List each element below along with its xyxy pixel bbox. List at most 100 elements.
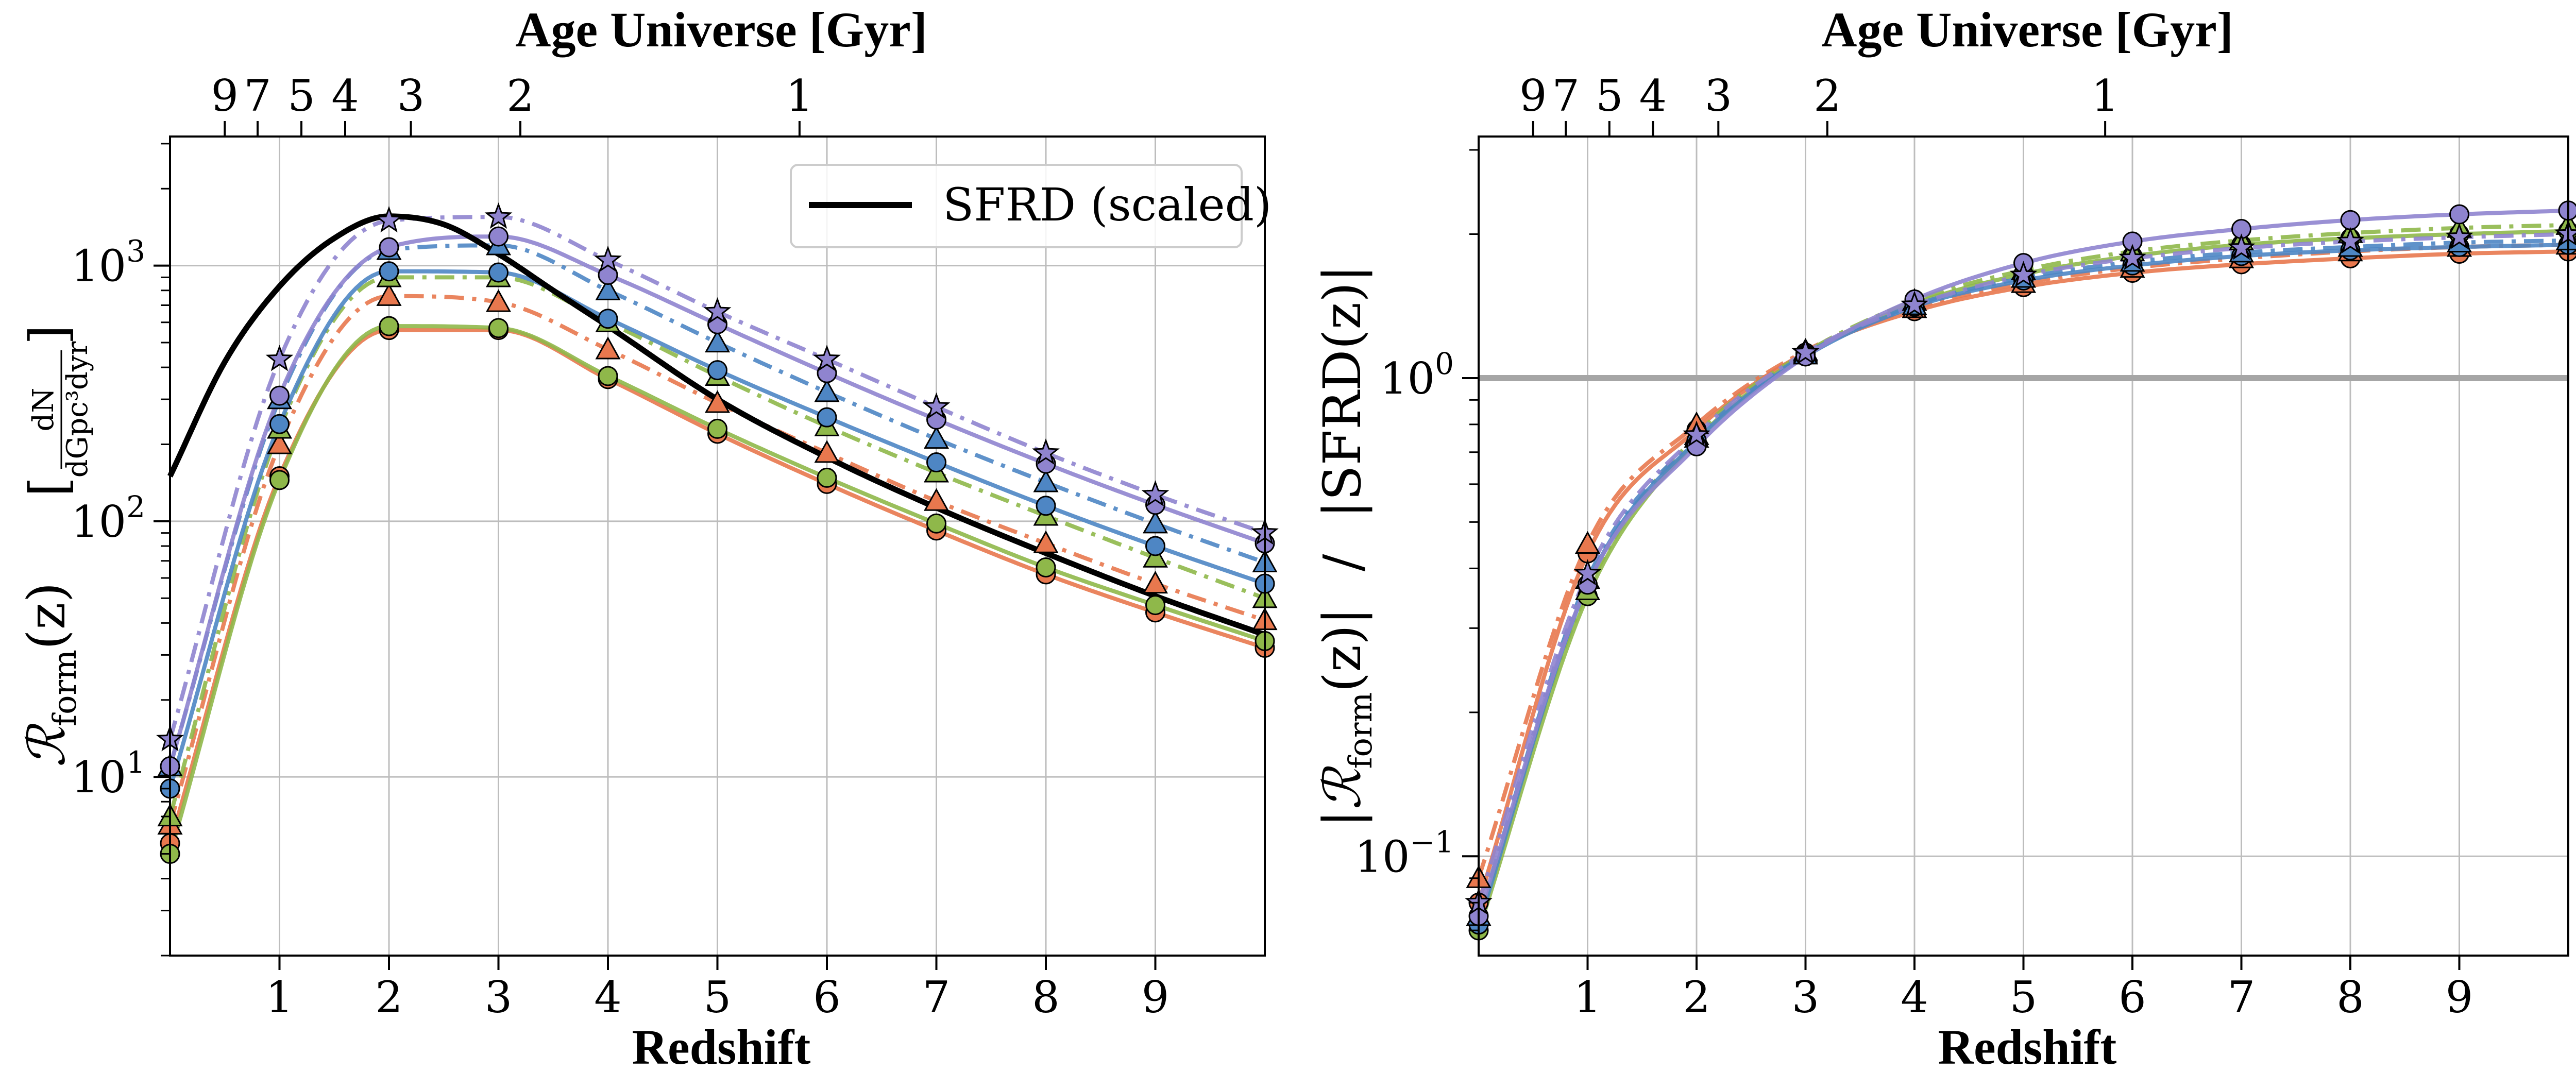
left-y-tick-label: 102	[71, 489, 145, 547]
left-x-tick-label: 7	[923, 972, 950, 1023]
left-x-axis-label: Redshift	[632, 1019, 811, 1075]
left-series-green-circle-point	[817, 467, 837, 488]
left-series-purple-star-point	[703, 297, 732, 324]
right-top-tick-label: 3	[1705, 71, 1732, 121]
right-x-axis-label: Redshift	[1938, 1019, 2117, 1075]
right-series-purple-star-point	[1573, 559, 1602, 586]
left-series-orange-triangle-point	[923, 488, 950, 511]
left-series-blue-triangle-point	[704, 329, 731, 353]
right-x-tick-label: 4	[1901, 972, 1928, 1023]
left-series-green-dashdot-line	[168, 275, 1266, 818]
left-series-orange-triangle-point	[1142, 570, 1168, 594]
left-top-tick-label: 3	[397, 71, 425, 121]
left-x-tick-label: 1	[266, 972, 293, 1023]
left-series-blue-circle-point	[707, 360, 727, 381]
right-x-tick-label: 5	[2010, 972, 2037, 1023]
left-series-green-circle-point	[1145, 595, 1165, 616]
right-x-tick-label: 8	[2336, 972, 2364, 1023]
left-series-blue-circle-point	[488, 262, 509, 283]
right-top-tick-label: 7	[1552, 71, 1579, 121]
left-series-orange-triangle-point	[704, 390, 731, 413]
left-series-purple-star-point	[375, 206, 403, 233]
left-series-green-circle-point	[269, 470, 290, 490]
left-series-purple-circle-point	[379, 237, 399, 258]
left-series-orange-triangle-point	[266, 431, 293, 454]
left-series-green-circle-point	[379, 316, 399, 336]
right-top-axis-label: Age Universe [Gyr]	[1821, 2, 2233, 57]
right-series-purple-star-point	[2119, 244, 2146, 270]
left-x-tick-label: 2	[375, 972, 402, 1023]
left-top-tick-label: 5	[287, 71, 315, 121]
left-top-tick-label: 2	[506, 71, 534, 121]
left-series-blue-circle-point	[1036, 496, 1056, 516]
right-y-tick-label: 100	[1380, 346, 1454, 404]
right-x-tick-label: 6	[2119, 972, 2146, 1023]
left-series-purple-star-point	[922, 392, 951, 419]
left-series-orange-triangle-point	[1033, 530, 1059, 553]
left-y-label-symbol: ℛform(z)	[16, 582, 83, 767]
legend-box	[790, 164, 1243, 248]
left-y-label-unit-denominator: dGpc³dyr	[61, 342, 94, 478]
right-series-purple-circle-point	[2449, 204, 2469, 225]
left-x-tick-label: 5	[704, 972, 731, 1023]
left-series-green-circle-point	[598, 366, 618, 386]
left-y-axis-label: ℛform(z) [ dN dGpc³dyr ]	[16, 325, 94, 767]
right-series-purple-star-point	[1791, 338, 1820, 365]
left-series-blue-circle-point	[1145, 536, 1165, 556]
left-legend: SFRD (scaled)	[790, 164, 1272, 248]
left-series-orange-triangle-point	[814, 440, 840, 463]
left-series-blue-circle-point	[926, 452, 946, 473]
right-x-tick-label: 7	[2228, 972, 2255, 1023]
left-y-label-bracket-close: ]	[19, 325, 79, 345]
left-y-label-unit-numerator: dN	[27, 388, 60, 432]
left-series-blue-circle-point	[598, 309, 618, 329]
left-x-tick-label: 8	[1032, 972, 1059, 1023]
right-top-tick-label: 4	[1639, 71, 1667, 121]
right-x-ticks: 1 2 3 4 5 6 7 8 9	[1574, 956, 2473, 1023]
left-x-tick-label: 3	[485, 972, 512, 1023]
left-x-tick-label: 9	[1142, 972, 1169, 1023]
left-y-label-bracket-open: [	[19, 477, 79, 497]
left-series-orange-triangle-point	[595, 336, 621, 360]
left-x-tick-label: 6	[813, 972, 840, 1023]
left-series-purple-star-point	[594, 245, 622, 273]
left-series-green-circle-point	[488, 318, 509, 338]
right-x-tick-label: 3	[1792, 972, 1819, 1023]
left-y-ticks: 101 102 103	[71, 143, 170, 957]
left-series-orange-triangle-point	[485, 289, 512, 312]
left-series-green-triangle-point	[1142, 544, 1168, 568]
right-series-purple-star-point	[2336, 227, 2364, 253]
right-y-axis-label: |ℛform(z)|/|SFRD(z)|	[1312, 265, 1379, 827]
left-x-tick-label: 4	[594, 972, 621, 1023]
right-x-tick-label: 2	[1683, 972, 1710, 1023]
right-x-tick-label: 1	[1574, 972, 1601, 1023]
left-y-tick-label: 103	[71, 234, 145, 292]
left-top-tick-label: 9	[211, 71, 239, 121]
right-top-tick-label: 2	[1814, 71, 1841, 121]
right-top-tick-label: 5	[1596, 71, 1623, 121]
left-top-tick-label: 4	[331, 71, 359, 121]
left-top-tick-label: 1	[786, 71, 813, 121]
left-series-blue-triangle-point	[814, 379, 840, 402]
left-series-blue-triangle-point	[1142, 511, 1168, 534]
left-series-blue-circle-point	[269, 414, 290, 434]
left-series-blue-circle-point	[817, 407, 837, 428]
legend-sfrd-label: SFRD (scaled)	[943, 178, 1272, 231]
left-series-purple-star-point	[265, 345, 294, 371]
left-series-blue-triangle-point	[923, 426, 950, 449]
right-series-markers	[1465, 200, 2576, 941]
right-series-purple-star-point	[2227, 233, 2256, 260]
right-series-blue-dashdot-line	[1477, 238, 2569, 917]
right-series-purple-star-point	[2445, 223, 2473, 249]
left-series-purple-circle-point	[269, 385, 290, 406]
left-y-tick-label: 101	[71, 745, 145, 803]
right-series-purple-star-point	[1683, 420, 1710, 447]
left-x-ticks: 1 2 3 4 5 6 7 8 9	[266, 956, 1169, 1023]
right-series-orange-triangle-point	[1574, 531, 1601, 554]
left-series-green-circle-point	[926, 513, 946, 534]
